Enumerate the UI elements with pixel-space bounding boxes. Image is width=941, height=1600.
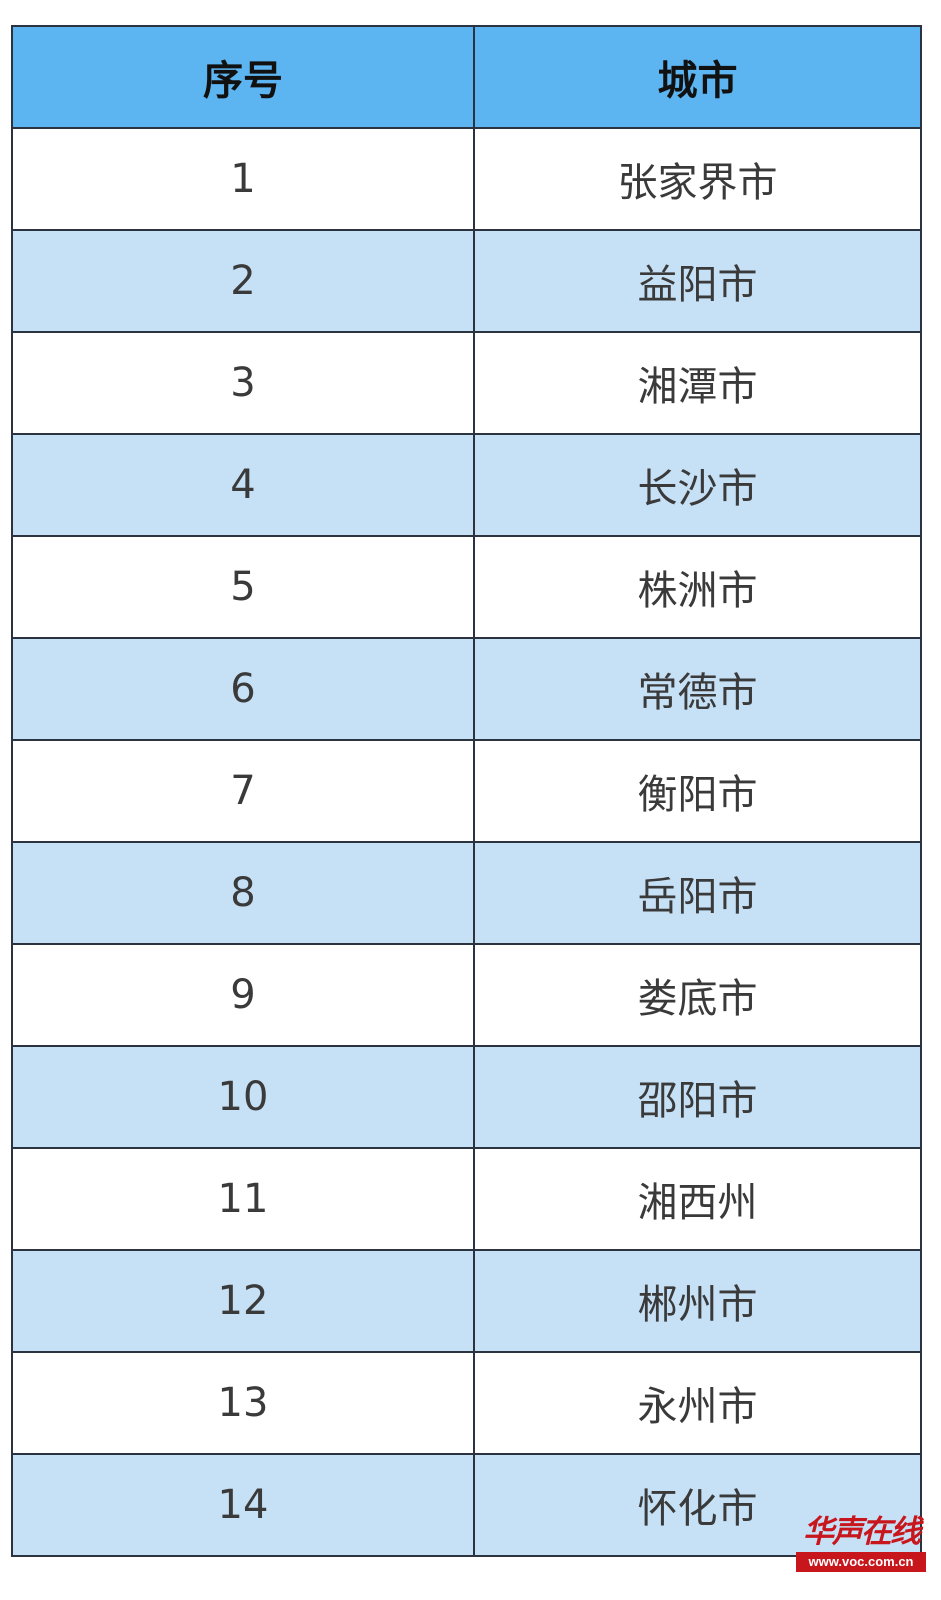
- cell-index: 13: [11, 1351, 475, 1455]
- table-row: 9 娄底市: [11, 943, 922, 1047]
- cell-city: 郴州市: [473, 1249, 922, 1353]
- table-row: 6 常德市: [11, 637, 922, 741]
- cell-index: 10: [11, 1045, 475, 1149]
- cell-city: 永州市: [473, 1351, 922, 1455]
- cell-index: 14: [11, 1453, 475, 1557]
- cell-index: 12: [11, 1249, 475, 1353]
- watermark-logo: 华声在线 www.voc.com.cn: [796, 1512, 926, 1572]
- table-row: 5 株洲市: [11, 535, 922, 639]
- cell-city: 益阳市: [473, 229, 922, 333]
- cell-index: 2: [11, 229, 475, 333]
- cell-city: 湘潭市: [473, 331, 922, 435]
- cell-city: 娄底市: [473, 943, 922, 1047]
- cell-index: 5: [11, 535, 475, 639]
- cell-index: 1: [11, 127, 475, 231]
- cell-index: 11: [11, 1147, 475, 1251]
- cell-city: 怀化市: [473, 1453, 922, 1557]
- table-row: 2 益阳市: [11, 229, 922, 333]
- cell-city: 岳阳市: [473, 841, 922, 945]
- cell-city: 长沙市: [473, 433, 922, 537]
- table-row: 4 长沙市: [11, 433, 922, 537]
- table-row: 12 郴州市: [11, 1249, 922, 1353]
- cell-index: 8: [11, 841, 475, 945]
- cell-index: 7: [11, 739, 475, 843]
- header-city: 城市: [473, 25, 922, 129]
- table-row: 11 湘西州: [11, 1147, 922, 1251]
- cell-city: 邵阳市: [473, 1045, 922, 1149]
- table-row: 3 湘潭市: [11, 331, 922, 435]
- city-table: 序号 城市 1 张家界市 2 益阳市 3 湘潭市 4 长沙市 5 株洲市 6 常德市 7 衡阳市 8 岳阳市 9…: [11, 25, 922, 1557]
- cell-city: 常德市: [473, 637, 922, 741]
- cell-index: 4: [11, 433, 475, 537]
- table-row: 7 衡阳市: [11, 739, 922, 843]
- table-row: 10 邵阳市: [11, 1045, 922, 1149]
- cell-index: 3: [11, 331, 475, 435]
- table-header-row: 序号 城市: [11, 25, 922, 129]
- cell-index: 9: [11, 943, 475, 1047]
- watermark-url: www.voc.com.cn: [796, 1552, 926, 1572]
- cell-city: 衡阳市: [473, 739, 922, 843]
- watermark-logo-text: 华声在线: [803, 1514, 921, 1550]
- table-row: 13 永州市: [11, 1351, 922, 1455]
- table-row: 1 张家界市: [11, 127, 922, 231]
- cell-index: 6: [11, 637, 475, 741]
- header-index: 序号: [11, 25, 475, 129]
- cell-city: 张家界市: [473, 127, 922, 231]
- table-row: 14 怀化市: [11, 1453, 922, 1557]
- table-row: 8 岳阳市: [11, 841, 922, 945]
- cell-city: 湘西州: [473, 1147, 922, 1251]
- cell-city: 株洲市: [473, 535, 922, 639]
